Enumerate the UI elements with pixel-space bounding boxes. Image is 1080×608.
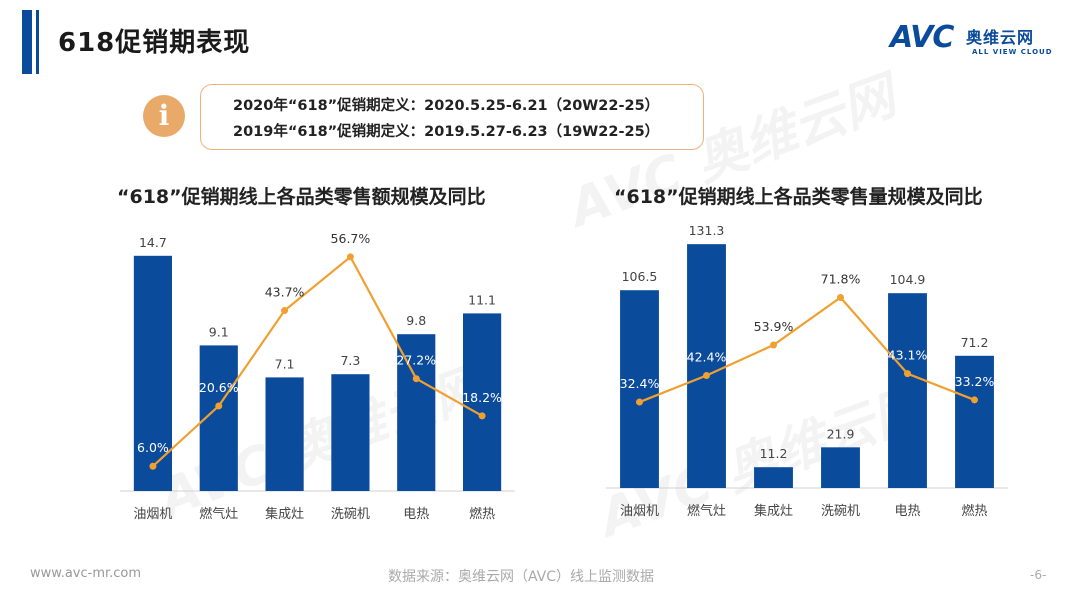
yoy-value-label: 56.7% (331, 231, 371, 246)
yoy-point (636, 398, 643, 406)
bar (265, 377, 304, 491)
page-number: -6- (1030, 568, 1047, 582)
bar-value-label: 106.5 (622, 269, 658, 284)
bar (754, 467, 793, 488)
x-tick-label: 电热 (894, 504, 920, 519)
yoy-value-label: 43.7% (265, 285, 305, 300)
x-tick-label: 集成灶 (754, 503, 793, 519)
chart-title-sales-volume: “618”促销期线上各品类零售量规模及同比 (614, 186, 983, 208)
page-title: 618促销期表现 (58, 28, 251, 58)
definition-2020: 2020年“618”促销期定义：2020.5.25-6.21（20W22-25） (233, 98, 660, 114)
bar-value-label: 11.2 (760, 446, 788, 461)
chart-title-sales-value: “618”促销期线上各品类零售额规模及同比 (117, 186, 486, 208)
yoy-point (412, 375, 420, 383)
yoy-point (837, 294, 844, 302)
yoy-value-label: 32.4% (620, 376, 660, 391)
bar-value-label: 14.7 (139, 235, 167, 250)
x-tick-label: 燃热 (469, 506, 495, 522)
yoy-value-label: 18.2% (462, 390, 502, 405)
bar-value-label: 11.1 (468, 292, 496, 307)
bar (331, 374, 370, 491)
yoy-line (152, 255, 483, 468)
yoy-value-label: 42.4% (687, 350, 727, 365)
logo-mark: AVC (890, 20, 954, 55)
x-tick-label: 洗碗机 (821, 503, 860, 519)
title-accent-bar-thin (36, 10, 39, 74)
bar (620, 290, 659, 488)
bar (462, 313, 502, 491)
yoy-point (971, 396, 978, 404)
bar-value-label: 21.9 (827, 426, 855, 441)
bar (955, 355, 994, 488)
bar-value-label: 7.3 (340, 353, 360, 368)
yoy-value-label: 71.8% (821, 272, 861, 287)
x-tick-label: 洗碗机 (331, 506, 370, 522)
bar-value-label: 7.1 (275, 356, 295, 371)
bar-value-label: 104.9 (890, 272, 926, 287)
definition-2019: 2019年“618”促销期定义：2019.5.27-6.23（19W22-25） (233, 124, 660, 140)
yoy-point (703, 372, 710, 380)
yoy-point (346, 253, 354, 261)
logo-cn-text: 奥维云网 (966, 28, 1035, 47)
bar (397, 334, 436, 491)
yoy-point (478, 412, 486, 420)
avc-logo: AVC 奥维云网 ALL VIEW CLOUD (890, 20, 1060, 60)
yoy-point (215, 402, 223, 410)
x-tick-label: 油烟机 (133, 507, 172, 522)
bar (888, 293, 927, 488)
x-tick-label: 燃热 (961, 503, 987, 519)
yoy-point (904, 370, 911, 378)
title-accent-bar (22, 10, 32, 74)
bar-value-label: 71.2 (961, 335, 989, 350)
yoy-line (639, 296, 975, 404)
footer-source: 数据来源：奥维云网（AVC）线上监测数据 (388, 569, 655, 585)
yoy-value-label: 33.2% (955, 374, 995, 389)
bar (133, 255, 173, 491)
logo-en-text: ALL VIEW CLOUD (972, 48, 1053, 56)
yoy-value-label: 6.0% (137, 440, 169, 455)
bar-value-label: 9.1 (209, 324, 229, 339)
yoy-point (281, 307, 289, 315)
definition-box: 2020年“618”促销期定义：2020.5.25-6.21（20W22-25）… (200, 84, 704, 150)
bar (687, 244, 726, 488)
x-tick-label: 油烟机 (620, 504, 659, 519)
yoy-value-label: 20.6% (199, 380, 239, 395)
bar-value-label: 9.8 (406, 313, 426, 328)
bar (821, 447, 860, 488)
bar-value-label: 131.3 (689, 223, 725, 238)
x-tick-label: 集成灶 (265, 506, 304, 522)
x-tick-label: 燃气灶 (199, 506, 238, 522)
info-icon: i (143, 95, 185, 137)
yoy-point (770, 341, 777, 349)
yoy-value-label: 53.9% (754, 319, 794, 334)
x-tick-label: 电热 (403, 507, 429, 522)
yoy-value-label: 27.2% (396, 353, 436, 368)
yoy-value-label: 43.1% (888, 348, 928, 363)
footer-website[interactable]: www.avc-mr.com (30, 566, 142, 581)
x-tick-label: 燃气灶 (687, 503, 726, 519)
yoy-point (149, 462, 157, 470)
